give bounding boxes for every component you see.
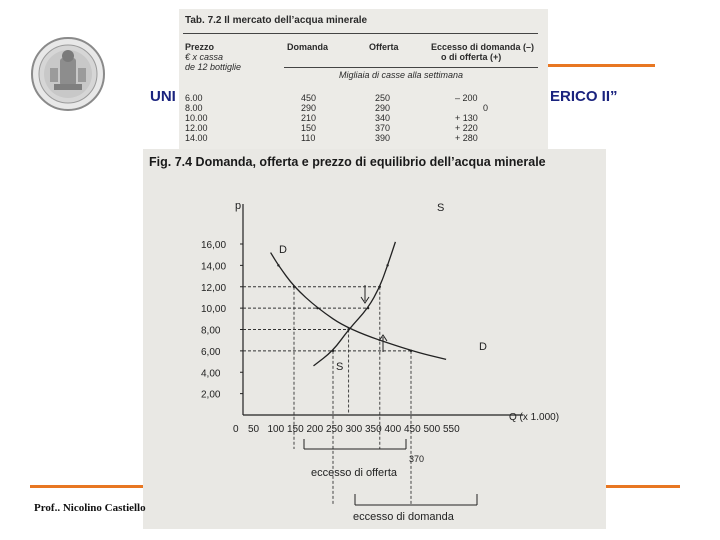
supply-point: [331, 349, 335, 353]
row1-demand: 290: [301, 103, 317, 113]
row3-demand: 150: [301, 123, 317, 133]
table-title: Tab. 7.2 Il mercato dell’acqua minerale: [185, 15, 368, 26]
excess-supply-label: eccesso di offerta: [311, 467, 398, 479]
market-table: Tab. 7.2 Il mercato dell’acqua minerale …: [179, 9, 548, 149]
demand-point: [292, 285, 296, 288]
row1-price: 8.00: [185, 103, 203, 113]
row0-demand: 450: [301, 93, 317, 103]
equilibrium-chart: p Q (x 1.000) 0 16,00 14,00 12,00 10,00 8,00…: [201, 200, 559, 523]
y-tick-label: 16,00: [201, 240, 226, 251]
row3-supply: 370: [375, 123, 391, 133]
x-axis-label: Q (x 1.000): [509, 412, 559, 423]
figure-title: Fig. 7.4 Domanda, offerta e prezzo di eq…: [149, 155, 546, 169]
excess-demand-bracket: [354, 494, 478, 506]
row2-supply: 340: [375, 113, 391, 123]
row3-price: 12.00: [185, 123, 208, 133]
header-units: Migliaia di casse alla settimana: [339, 70, 464, 80]
annotation-370: 370: [409, 454, 424, 464]
supply-label-top: S: [437, 202, 444, 214]
demand-point: [409, 349, 413, 353]
demand-curve: [270, 252, 447, 361]
row0-supply: 250: [375, 93, 391, 103]
x-tick-label: 100: [268, 424, 285, 435]
demand-label-bottom: D: [479, 341, 487, 353]
supply-label-bottom: S: [336, 361, 343, 373]
x-tick-label: 400: [385, 424, 402, 435]
x-tick-label: 200: [307, 424, 324, 435]
supply-point: [386, 264, 389, 267]
demand-point: [316, 306, 319, 310]
row2-price: 10.00: [185, 113, 208, 123]
header-supply: Offerta: [369, 42, 399, 52]
supply-point: [366, 306, 370, 310]
x-tick-label: 50: [248, 424, 260, 435]
header-excess: Eccesso di domanda (–): [431, 42, 535, 52]
y-tick-label: 2,00: [201, 390, 221, 401]
y-tick-label: 14,00: [201, 261, 226, 272]
university-seal-logo: [30, 36, 106, 112]
row4-supply: 390: [375, 133, 391, 143]
row4-demand: 110: [301, 133, 316, 143]
y-tick-label: 10,00: [201, 304, 226, 315]
y-tick-label: 6,00: [201, 347, 221, 358]
x-tick-label: 450: [404, 424, 421, 435]
y-tick-label: 8,00: [201, 326, 221, 337]
professor-name: Prof.. Nicolino Castiello: [34, 502, 146, 514]
supply-curve: [313, 241, 397, 367]
row0-excess: – 200: [455, 93, 478, 103]
y-tick-label: 12,00: [201, 283, 226, 294]
down-arrow-icon: [360, 285, 370, 304]
x-tick-label: 550: [443, 424, 460, 435]
excess-supply-bracket: [303, 439, 407, 450]
demand-label-top: D: [279, 244, 287, 256]
y-tick-label: 4,00: [201, 368, 221, 379]
supply-point: [378, 285, 381, 288]
row2-excess: + 130: [455, 113, 478, 123]
demand-point: [277, 264, 280, 267]
x-tick-label: 250: [326, 424, 343, 435]
origin-label: 0: [233, 424, 239, 435]
row1-excess: 0: [483, 103, 489, 113]
x-tick-label: 500: [424, 424, 441, 435]
university-name-left: UNI: [150, 88, 176, 105]
row1-supply: 290: [375, 103, 391, 113]
x-tick-label: 350: [365, 424, 382, 435]
up-arrow-icon: [378, 334, 388, 352]
row4-price: 14.00: [185, 133, 208, 143]
university-name-right: ERICO II”: [550, 88, 618, 105]
header-excess-sub: o di offerta (+): [441, 52, 502, 62]
header-price-sub1: € x cassa: [185, 52, 224, 62]
table-top-rule: [183, 33, 538, 34]
row4-excess: + 280: [455, 133, 478, 143]
excess-demand-label: eccesso di domanda: [353, 511, 455, 523]
row3-excess: + 220: [455, 123, 478, 133]
table-mid-rule: [284, 67, 538, 68]
x-tick-label: 300: [346, 424, 363, 435]
x-tick-label: 150: [287, 424, 304, 435]
row2-demand: 210: [301, 113, 317, 123]
supply-point: [347, 328, 350, 331]
equilibrium-figure: Fig. 7.4 Domanda, offerta e prezzo di eq…: [143, 149, 606, 529]
row0-price: 6.00: [185, 93, 203, 103]
header-price: Prezzo: [185, 42, 215, 52]
header-demand: Domanda: [287, 42, 329, 52]
header-price-sub2: de 12 bottiglie: [185, 62, 242, 72]
y-axis-label: p: [235, 200, 241, 212]
